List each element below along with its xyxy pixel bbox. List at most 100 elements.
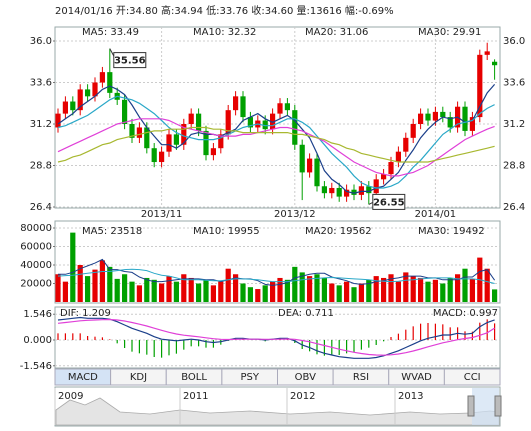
candle-body	[447, 117, 453, 128]
volume-bar	[418, 277, 424, 302]
price-frame	[54, 26, 501, 209]
annotation-label: 35.56	[114, 56, 146, 67]
tab-label[interactable]: CCI	[464, 372, 481, 383]
y-tick-label: 26.4	[30, 202, 52, 213]
x-tick-label: 2013/12	[274, 209, 316, 220]
volume-bar	[181, 274, 187, 302]
y-tick-label-right: 28.8	[503, 161, 525, 172]
y-tick-label: 40000	[20, 260, 52, 271]
candle-body	[136, 127, 142, 138]
volume-bar	[351, 287, 357, 302]
tab[interactable]	[443, 368, 501, 386]
tab-label[interactable]: KDJ	[130, 372, 147, 383]
candle-body	[299, 144, 305, 173]
volume-bar	[432, 279, 438, 302]
volume-bar	[358, 283, 364, 302]
legend-label: MA20: 31.06	[305, 27, 368, 38]
candle-body	[62, 101, 68, 114]
y-tick-label: -1.546	[20, 361, 52, 372]
volume-bar	[77, 265, 83, 302]
volume-bar	[92, 269, 98, 302]
candle-body	[173, 134, 179, 145]
candle-body	[196, 113, 202, 131]
annotation-box	[372, 193, 406, 210]
timeline-handle[interactable]	[494, 395, 502, 417]
ma-line	[57, 95, 495, 189]
tab-label[interactable]: OBV	[295, 372, 316, 383]
volume-bar	[284, 279, 290, 302]
candle-body	[329, 187, 335, 194]
candle-body	[425, 113, 431, 121]
candle-body	[440, 111, 446, 118]
y-tick-label: 60000	[20, 242, 52, 253]
volume-bar	[277, 277, 283, 302]
volume-bar	[55, 274, 61, 302]
volume-bar	[447, 277, 453, 302]
volume-bar	[203, 279, 209, 302]
volume-bar	[166, 276, 172, 302]
candle-body	[70, 101, 76, 111]
tab-label[interactable]: MACD	[68, 372, 98, 383]
annotation-box	[113, 52, 147, 69]
volume-bar	[336, 285, 342, 302]
candle-body	[122, 99, 128, 124]
candle-body	[344, 189, 350, 197]
candle-body	[388, 162, 394, 175]
volume-bar	[85, 276, 91, 302]
header: 2014/01/16 开:34.80 高:34.94 低:33.76 收:34.…	[55, 4, 394, 17]
candle-body	[492, 61, 498, 66]
macd-line	[57, 316, 495, 359]
candle-body	[225, 110, 231, 135]
volume-bar	[99, 260, 105, 302]
volume-bar	[240, 283, 246, 302]
timeline-label: 2013	[398, 391, 423, 402]
volume-bar	[151, 279, 157, 302]
volume-bar	[107, 266, 113, 302]
candle-body	[107, 72, 113, 93]
candle-body	[292, 110, 298, 145]
volume-bar	[218, 281, 224, 302]
candle-body	[469, 117, 475, 131]
legend-label: DEA: 0.711	[278, 308, 334, 319]
candle-body	[85, 89, 91, 97]
volume-ma-line	[57, 268, 495, 284]
candle-body	[129, 124, 135, 138]
y-tick-label: 20000	[20, 279, 52, 290]
volume-bar	[270, 281, 276, 302]
volume-bar	[455, 274, 461, 302]
candle-body	[277, 103, 283, 114]
volume-bar	[440, 283, 446, 302]
candle-body	[484, 51, 490, 55]
volume-bar	[292, 266, 298, 302]
volume-bar	[122, 274, 128, 302]
volume-bar	[381, 277, 387, 302]
timeline-label: 2011	[183, 391, 208, 402]
candle-body	[366, 186, 372, 194]
legend-label: MA10: 19955	[193, 226, 260, 237]
tab-label[interactable]: WVAD	[401, 372, 432, 383]
candle-body	[218, 134, 224, 149]
volume-bar	[196, 283, 202, 302]
candle-body	[477, 54, 483, 118]
timeline-handle[interactable]	[467, 395, 475, 417]
candle-body	[77, 89, 83, 111]
legend-label: MA30: 29.91	[418, 27, 481, 38]
tab-label[interactable]: BOLL	[181, 372, 207, 383]
candle-body	[373, 179, 379, 194]
volume-bar	[307, 276, 313, 302]
candle-body	[92, 82, 98, 97]
macd-frame	[54, 306, 501, 369]
candle-body	[381, 174, 387, 180]
volume-bar	[469, 278, 475, 302]
candle-body	[358, 186, 364, 195]
tab-label[interactable]: RSI	[353, 372, 369, 383]
volume-bar	[314, 274, 320, 302]
volume-bar	[344, 281, 350, 302]
y-tick-label: 1.546	[23, 309, 52, 320]
candle-body	[240, 96, 246, 118]
candle-body	[403, 137, 409, 152]
ma-line	[57, 84, 496, 194]
tab-label[interactable]: PSY	[240, 372, 259, 383]
candle-body	[262, 120, 268, 130]
